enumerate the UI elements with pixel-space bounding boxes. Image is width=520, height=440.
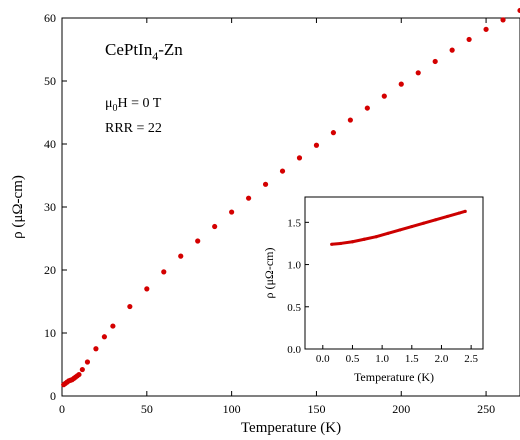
inset-y-tick-label: 0.5	[287, 302, 301, 314]
inset-y-tick-label: 1.5	[287, 217, 301, 229]
data-point	[381, 93, 387, 99]
data-point	[398, 81, 404, 87]
inset-data-point	[398, 228, 402, 232]
inset-data-point	[445, 214, 449, 219]
inset-data-point	[386, 231, 390, 235]
y-axis-label: ρ (μΩ-cm)	[10, 175, 26, 239]
main-ticks: 0 50 100 150 200 250 0 10 20 30 40 50 60	[44, 11, 495, 416]
data-point	[517, 7, 520, 14]
data-point	[483, 26, 489, 32]
y-tick-label: 50	[44, 74, 56, 88]
rrr-annotation: RRR = 22	[105, 121, 162, 136]
inset-data-point	[350, 240, 355, 244]
inset-data-point	[463, 209, 467, 213]
x-tick-label: 50	[141, 402, 153, 416]
inset-plot-frame	[304, 196, 484, 350]
y-tick-label: 10	[44, 326, 56, 340]
y-tick-label: 20	[44, 263, 56, 277]
inset-data-point	[422, 221, 426, 225]
data-point	[262, 181, 269, 187]
inset-data-point	[374, 235, 378, 239]
data-point	[330, 130, 337, 136]
data-point	[212, 223, 218, 230]
inset-y-tick-label: 0.0	[287, 344, 301, 356]
inset-x-tick-label: 2.0	[435, 353, 449, 365]
data-point	[229, 209, 235, 215]
data-point	[500, 17, 506, 23]
x-tick-label: 100	[223, 402, 241, 416]
chart-title: CePtIn4-Zn	[105, 40, 183, 63]
inset-data-point	[330, 242, 334, 246]
y-tick-label: 30	[44, 200, 56, 214]
data-point	[127, 303, 133, 310]
inset-x-tick-label: 0.0	[316, 353, 330, 365]
inset-x-tick-label: 2.5	[464, 353, 478, 365]
field-annotation: μ0H = 0 T	[105, 96, 162, 114]
data-point	[161, 269, 167, 275]
inset-series	[330, 209, 467, 246]
x-tick-label: 200	[392, 402, 410, 416]
data-point	[79, 366, 85, 373]
data-point	[110, 323, 116, 329]
inset-y-tick-label: 1.0	[287, 260, 301, 272]
inset-x-axis-label: Temperature (K)	[354, 370, 434, 384]
data-point	[195, 238, 201, 244]
y-tick-label: 40	[44, 137, 56, 151]
x-tick-label: 0	[59, 402, 65, 416]
data-point	[347, 117, 353, 123]
data-point	[432, 58, 438, 65]
inset-x-tick-label: 1.5	[405, 353, 419, 365]
inset-x-tick-label: 0.5	[346, 353, 360, 365]
x-axis-label: Temperature (K)	[241, 420, 341, 436]
y-tick-label: 0	[50, 389, 56, 403]
data-point	[245, 195, 252, 201]
inset-x-tick-label: 1.0	[375, 353, 389, 365]
data-point	[93, 346, 99, 352]
y-tick-label: 60	[44, 11, 56, 25]
inset-ticks: 0.0 0.5 1.0 1.5 2.0 2.5 0.0 0.5 1.0 1.5	[287, 217, 478, 365]
data-point	[101, 334, 108, 340]
data-point	[364, 105, 370, 111]
inset-data-point	[339, 241, 343, 246]
data-point	[296, 155, 303, 161]
data-point	[466, 36, 472, 43]
x-tick-label: 150	[307, 402, 325, 416]
inset-data-point	[457, 211, 461, 215]
inset-data-point	[433, 218, 438, 222]
inset-plot: 0.0 0.5 1.0 1.5 2.0 2.5 0.0 0.5 1.0 1.5 Temperatu…	[260, 190, 488, 384]
data-point	[144, 286, 150, 292]
data-point	[415, 70, 421, 76]
inset-background	[260, 190, 488, 356]
inset-y-axis-label: ρ (μΩ-cm)	[262, 248, 276, 299]
inset-data-point	[410, 224, 414, 229]
x-tick-label: 250	[477, 402, 495, 416]
data-point	[279, 168, 286, 174]
data-point	[178, 253, 184, 259]
main-series	[61, 7, 520, 388]
data-point	[313, 142, 320, 148]
data-point	[76, 371, 82, 378]
inset-data-point	[362, 237, 366, 241]
data-point	[84, 359, 91, 365]
data-point	[449, 47, 455, 53]
